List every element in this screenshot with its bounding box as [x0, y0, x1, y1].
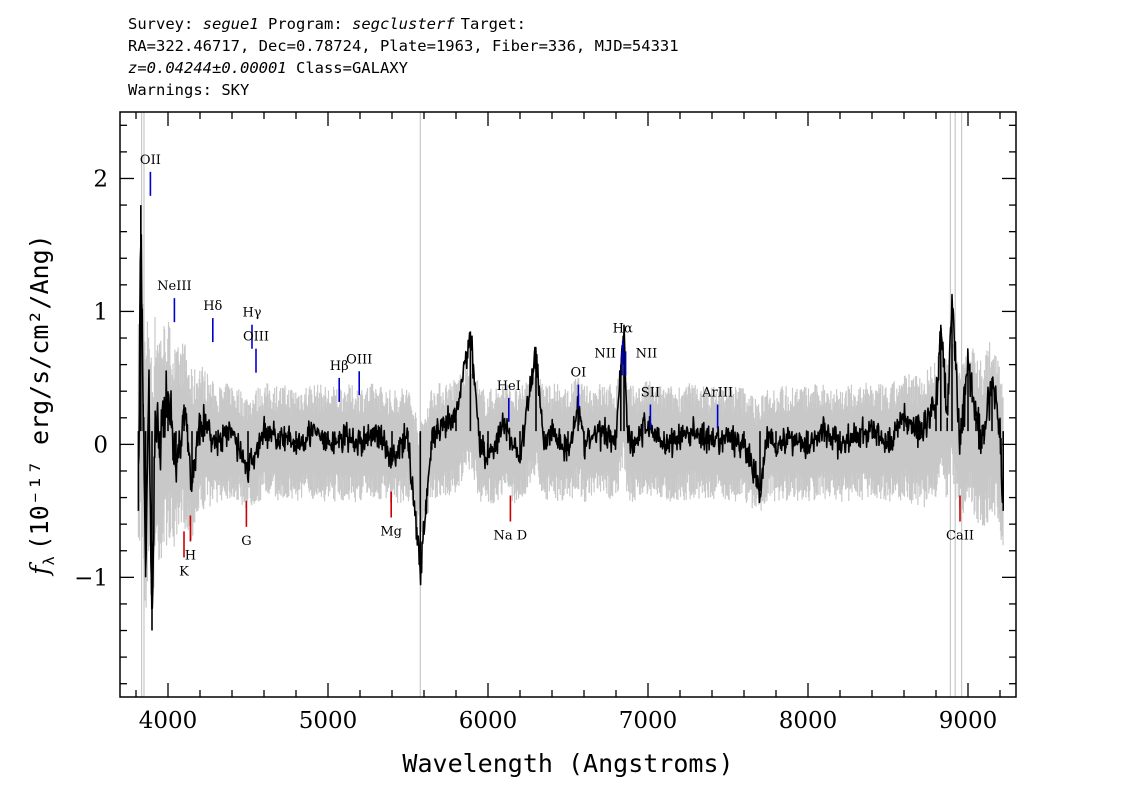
absorption-label: H [185, 548, 196, 563]
absorption-label: Na D [494, 529, 528, 544]
x-axis-label: Wavelength (Angstroms) [402, 749, 733, 778]
noise-band [137, 112, 1004, 697]
warnings-line: Warnings: SKY [128, 81, 250, 99]
emission-label: NeIII [157, 279, 191, 294]
y-axis-label: fλ (10⁻¹⁷ erg/s/cm²/Ang) [25, 234, 58, 576]
y-tick-label: 2 [93, 166, 108, 192]
header-line-2: RA=322.46717, Dec=0.78724, Plate=1963, F… [128, 37, 679, 55]
x-tick-label: 4000 [139, 708, 198, 734]
emission-label: Hδ [203, 299, 222, 314]
emission-label: NII [594, 346, 616, 361]
absorption-label: Mg [380, 525, 402, 540]
emission-label: HeI [497, 379, 521, 394]
emission-label: Hα [613, 322, 633, 337]
y-tick-label: 0 [93, 432, 108, 458]
y-tick-label: 1 [93, 299, 108, 325]
emission-label: OII [140, 153, 161, 168]
flux-series-line [137, 205, 1004, 631]
program-label: Program: [268, 15, 343, 33]
x-tick-label: 5000 [299, 708, 358, 734]
header-line-1: Survey: segue1 Program: segclusterf Targe… [128, 13, 679, 35]
emission-label: ArIII [701, 386, 733, 401]
survey-label: Survey: [128, 15, 194, 33]
survey-value: segue1 [202, 15, 259, 33]
x-tick-label: 8000 [779, 708, 838, 734]
emission-label: Hβ [330, 359, 349, 374]
emission-label: OI [571, 366, 587, 381]
svg-text:fλ(10⁻¹⁷ erg/s/cm²/Ang): fλ (10⁻¹⁷ erg/s/cm²/Ang) [25, 234, 58, 576]
y-tick-label: −1 [74, 565, 108, 591]
emission-label: Hγ [242, 306, 261, 321]
class-value: Class=GALAXY [295, 59, 408, 77]
noise-band-path [137, 112, 1004, 697]
x-tick-label: 9000 [939, 708, 998, 734]
emission-label: OIII [243, 330, 269, 345]
emission-label: OIII [346, 352, 372, 367]
axis-ticks: 4000 5000 6000 7000 8000 9000 −1 0 1 2 [74, 112, 1016, 734]
y-axis-subscript: λ [40, 556, 58, 565]
program-value: segclusterf [352, 15, 455, 33]
y-axis-symbol: f [25, 562, 54, 577]
x-tick-label: 7000 [619, 708, 678, 734]
x-tick-label: 6000 [459, 708, 518, 734]
target-label: Target: [460, 15, 526, 33]
absorption-label: G [241, 534, 251, 549]
emission-label: NII [636, 346, 658, 361]
y-axis-units: (10⁻¹⁷ erg/s/cm²/Ang) [25, 234, 54, 550]
redshift-value: z=0.04244±0.00001 [128, 59, 287, 77]
absorption-label: K [179, 564, 189, 579]
absorption-label: CaII [946, 529, 974, 544]
spectrum-header: Survey: segue1 Program: segclusterf Targe… [128, 13, 679, 101]
plot-frame [119, 111, 1017, 698]
header-line-3: z=0.04244±0.00001 Class=GALAXY [128, 57, 679, 79]
emission-label: SII [641, 386, 660, 401]
